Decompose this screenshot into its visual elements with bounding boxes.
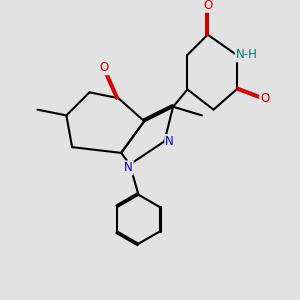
Text: O: O (203, 0, 212, 12)
Text: O: O (260, 92, 269, 105)
Text: N-H: N-H (236, 48, 258, 61)
Text: N: N (165, 135, 174, 148)
Text: O: O (99, 61, 109, 74)
Text: N: N (124, 161, 133, 174)
